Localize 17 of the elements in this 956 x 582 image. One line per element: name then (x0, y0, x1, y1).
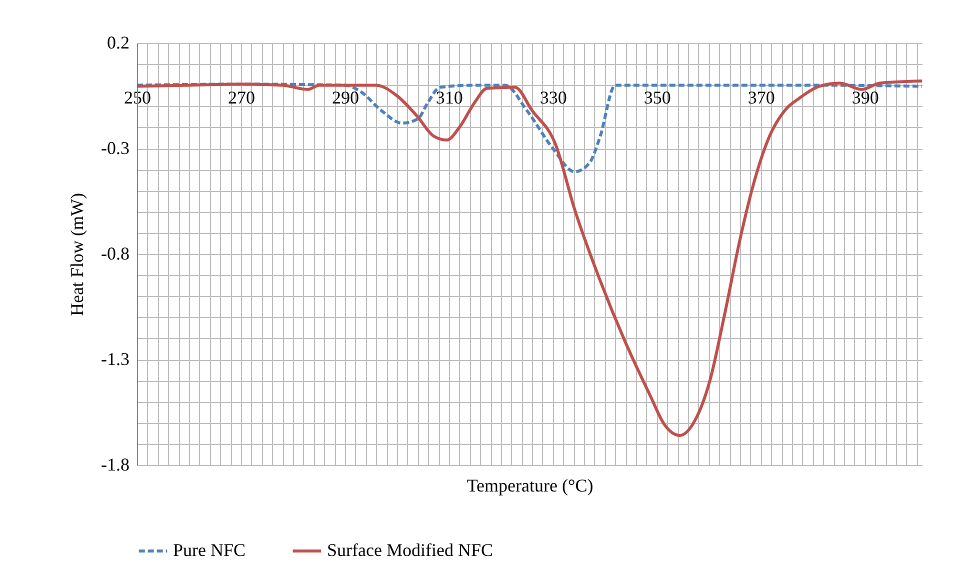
x-tick-label: 390 (852, 88, 879, 108)
legend-label: Surface Modified NFC (327, 540, 493, 560)
x-tick-label: 270 (228, 88, 255, 108)
y-tick-label: 0.2 (107, 32, 130, 52)
x-tick-label: 330 (540, 88, 567, 108)
x-axis-title: Temperature (°C) (466, 476, 594, 496)
x-tick-label: 370 (748, 88, 775, 108)
x-tick-label: 250 (124, 88, 151, 108)
x-tick-label: 350 (644, 88, 671, 108)
x-tick-label: 290 (332, 88, 359, 108)
legend-label: Pure NFC (173, 540, 246, 560)
y-tick-label: -1.8 (101, 454, 130, 474)
y-axis-title: Heat Flow (mW) (67, 193, 88, 316)
y-tick-label: -0.3 (101, 138, 130, 158)
y-tick-label: -1.3 (101, 349, 130, 369)
x-tick-label: 310 (436, 88, 463, 108)
y-tick-label: -0.8 (101, 244, 130, 264)
